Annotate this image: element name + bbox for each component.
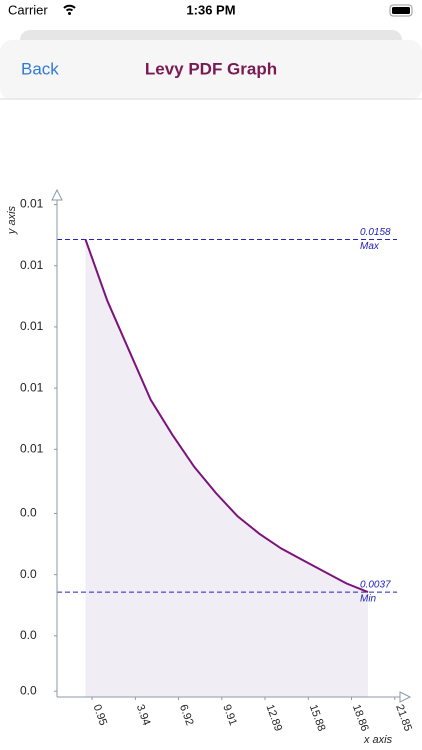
area <box>85 239 368 697</box>
wifi-icon <box>63 4 76 12</box>
max-label: Max <box>360 241 380 252</box>
nav-title: Levy PDF Graph <box>145 59 277 78</box>
back-button[interactable]: Back <box>21 59 59 78</box>
y-tick-label: 0.01 <box>20 441 44 455</box>
battery-level <box>392 7 410 14</box>
y-axis-arrow <box>51 188 63 201</box>
wifi-dot <box>68 12 71 15</box>
max-value: 0.0158 <box>360 227 391 238</box>
y-tick-label: 0.01 <box>20 258 44 272</box>
y-tick-label: 0.0 <box>20 506 37 520</box>
y-tick-label: 0.0 <box>20 683 37 697</box>
y-tick-label: 0.0 <box>20 567 37 581</box>
y-tick-label: 0.0 <box>20 628 37 642</box>
line <box>84 239 369 594</box>
clock: 1:36 PM <box>186 2 235 17</box>
y-axis-label: y axis <box>6 205 18 235</box>
nav-bar <box>0 40 422 100</box>
y-tick-label: 0.01 <box>20 319 44 333</box>
x-axis-label: x axis <box>363 734 393 746</box>
min-label: Min <box>360 594 377 605</box>
y-tick-label: 0.01 <box>20 197 44 211</box>
min-value: 0.0037 <box>360 580 391 591</box>
carrier: Carrier <box>8 2 48 17</box>
y-tick-label: 0.01 <box>20 380 44 394</box>
battery <box>389 4 413 17</box>
plot: 0.0158 Max 0.0037 Min 0.0 0.0 0.0 0.0 0.01 0.01 0.… <box>6 188 414 746</box>
x-axis-arrow <box>399 691 412 703</box>
